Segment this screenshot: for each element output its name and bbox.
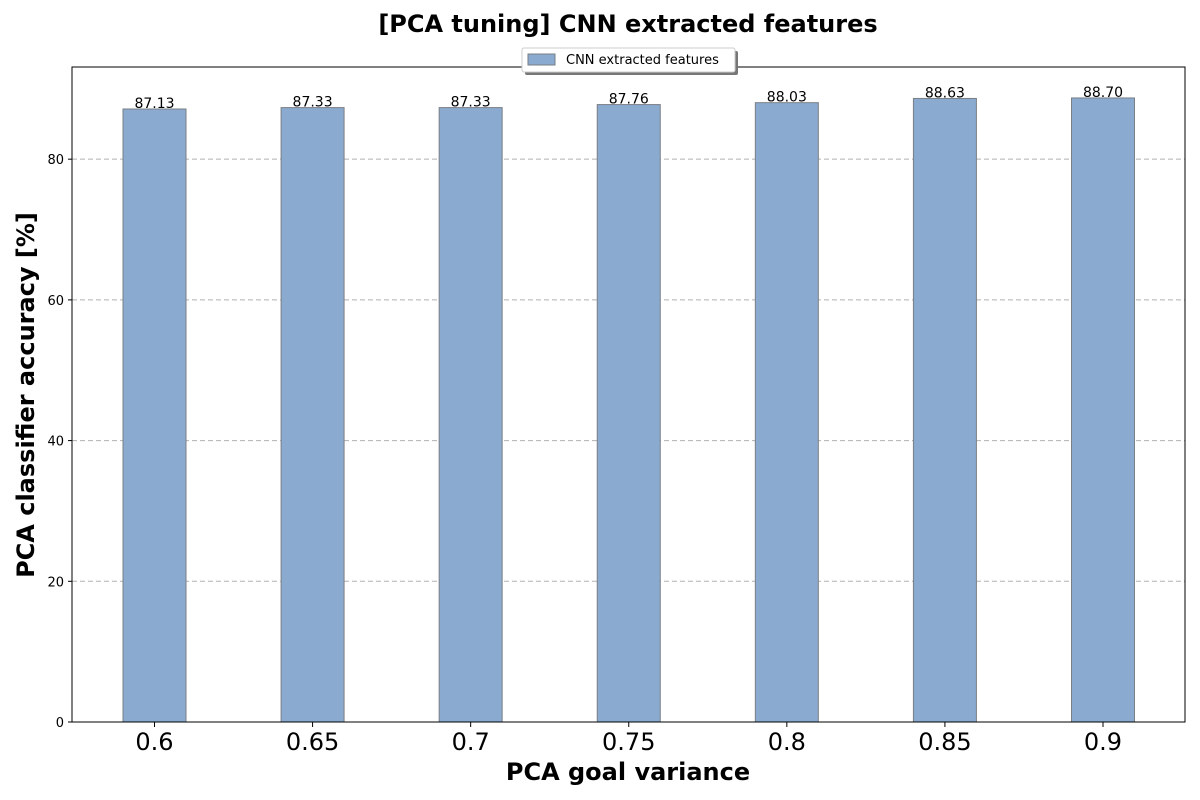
bar [280,107,345,723]
data-label: 88.63 [925,85,965,101]
y-tick-label: 40 [47,435,64,450]
data-labels: 87.13 87.33 87.33 87.76 88.03 88.63 88.70 [134,85,1123,112]
x-tick-label: 0.65 [286,728,339,756]
data-label: 88.03 [767,90,807,106]
x-tick-label: 0.85 [918,728,971,756]
bar [122,108,187,723]
x-tick-label: 0.9 [1084,728,1122,756]
y-tick-label: 60 [47,294,64,309]
x-tick-label: 0.75 [602,728,655,756]
chart-title: [PCA tuning] CNN extracted features [378,10,877,38]
legend-entry: CNN extracted features [566,53,719,68]
y-axis-ticks: 0 20 40 60 80 [47,153,72,731]
bar [1071,97,1135,723]
y-tick-label: 80 [47,153,64,168]
data-label: 87.33 [293,95,333,111]
x-tick-label: 0.7 [452,728,490,756]
bar [596,104,661,723]
data-label: 87.33 [451,95,491,111]
x-axis-ticks: 0.6 0.65 0.7 0.75 0.8 0.85 0.9 [135,722,1122,756]
legend: CNN extracted features [521,47,738,75]
x-tick-label: 0.6 [135,728,173,756]
y-tick-label: 0 [56,716,64,731]
data-label: 87.13 [134,96,174,112]
legend-box [521,47,736,73]
data-label: 87.76 [609,92,649,108]
y-axis-label: PCA classifier accuracy [%] [12,212,40,578]
data-label: 88.70 [1083,85,1123,101]
legend-swatch [527,53,556,66]
bar [754,102,819,723]
bar [912,97,977,723]
x-axis-label: PCA goal variance [506,758,750,786]
x-tick-label: 0.8 [768,728,806,756]
bars [122,97,1135,723]
y-tick-label: 20 [47,575,64,590]
bar [438,107,503,723]
